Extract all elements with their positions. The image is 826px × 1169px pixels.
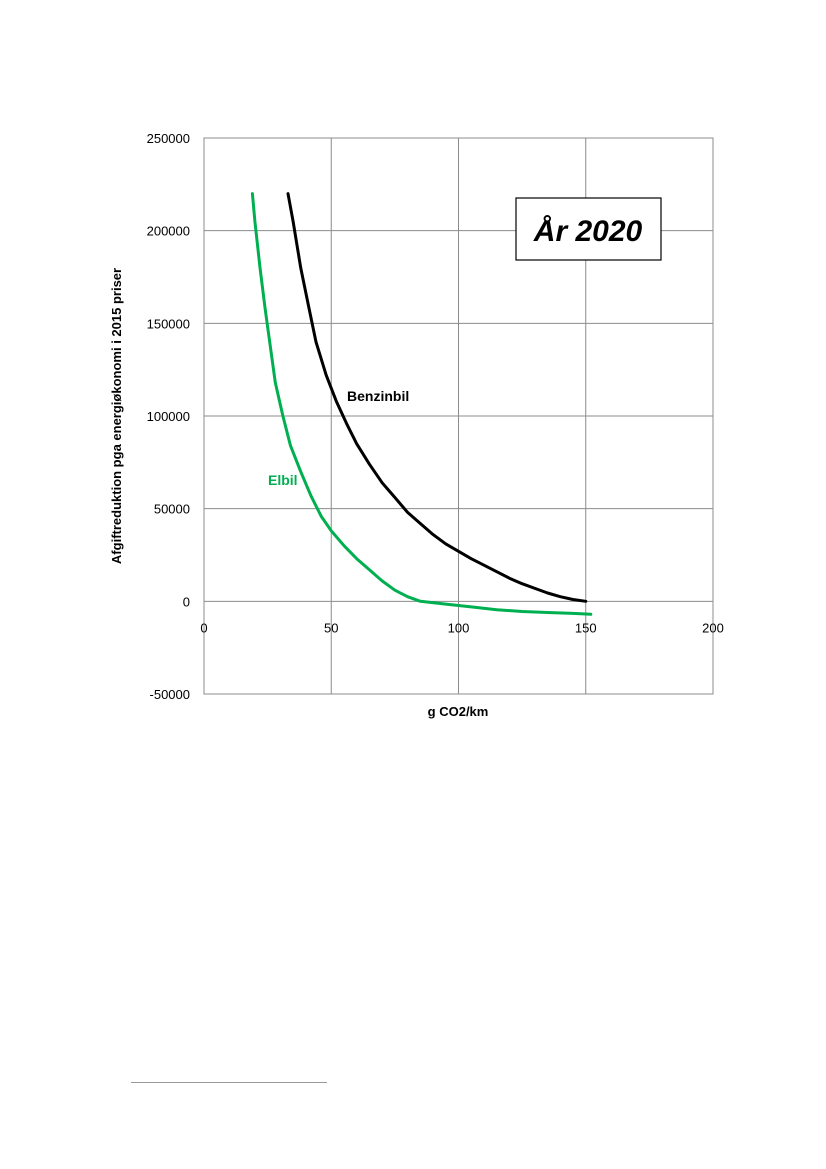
series-label-elbil: Elbil <box>268 472 298 488</box>
x-tick-label: 50 <box>324 620 338 635</box>
x-tick-label: 0 <box>200 620 207 635</box>
chart-title: År 2020 <box>533 215 643 248</box>
y-tick-label: 150000 <box>147 316 190 331</box>
y-tick-label: -50000 <box>150 687 190 702</box>
y-tick-label: 250000 <box>147 131 190 146</box>
series-label-benzinbil: Benzinbil <box>347 388 409 404</box>
x-tick-label: 150 <box>575 620 597 635</box>
series-lines <box>250 192 593 616</box>
y-tick-label: 50000 <box>154 502 190 517</box>
chart-title-box: År 2020 <box>515 197 662 261</box>
x-tick-labels: 0 50 100 150 200 <box>200 620 723 635</box>
y-tick-labels: -50000 0 50000 100000 150000 200000 250000 <box>147 131 190 702</box>
x-axis-title: g CO2/km <box>428 704 489 719</box>
y-tick-label: 200000 <box>147 224 190 239</box>
y-axis-title: Afgiftreduktion pga energiøkonomi i 2015… <box>109 268 124 564</box>
footnote-separator <box>131 1082 327 1083</box>
grid <box>204 138 713 694</box>
y-tick-label: 100000 <box>147 409 190 424</box>
series-line-benzinbil <box>286 192 588 603</box>
x-tick-label: 200 <box>702 620 724 635</box>
y-tick-label: 0 <box>183 594 190 609</box>
x-tick-label: 100 <box>448 620 470 635</box>
series-line-elbil <box>250 192 593 616</box>
